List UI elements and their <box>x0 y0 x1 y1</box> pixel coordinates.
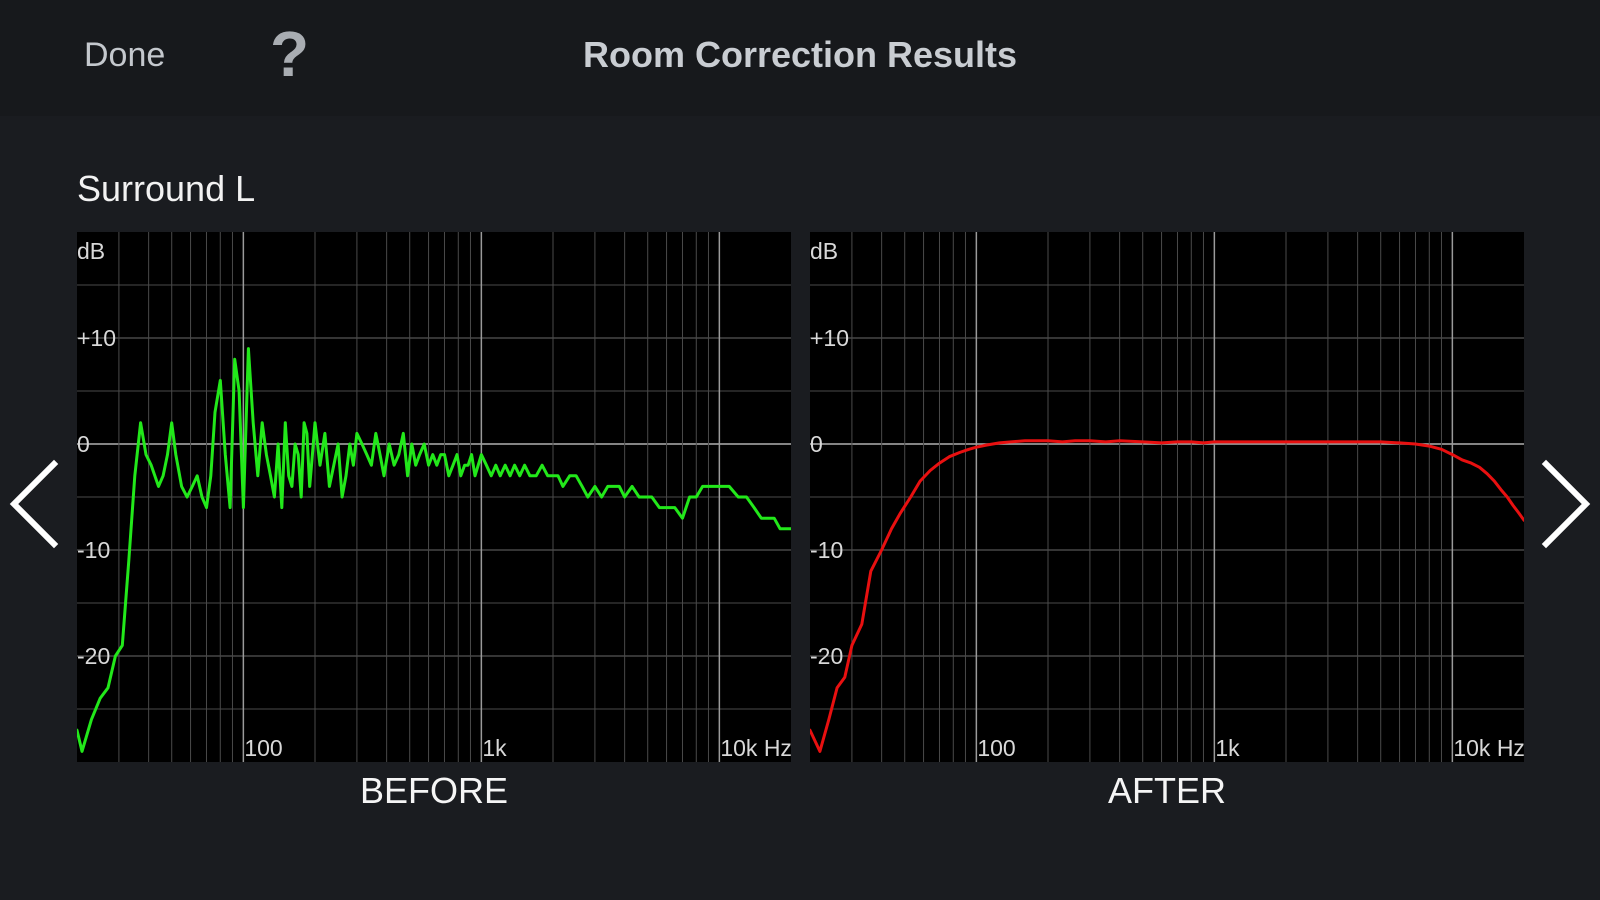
chevron-right-icon[interactable] <box>1536 456 1596 552</box>
x-tick-label: 1k <box>482 735 507 761</box>
response-curve <box>810 439 1524 753</box>
header-bar: Done ? Room Correction Results <box>0 0 1600 116</box>
y-tick-label: 0 <box>77 431 90 457</box>
y-tick-label: -20 <box>810 643 843 669</box>
y-tick-label: -10 <box>810 537 843 563</box>
after-chart-svg: dB +10 0 -10 -20 100 1k 10k Hz <box>810 232 1524 762</box>
x-tick-label: 1k <box>1215 735 1240 761</box>
y-tick-label: +10 <box>77 325 116 351</box>
after-chart: dB +10 0 -10 -20 100 1k 10k Hz <box>810 232 1524 762</box>
x-tick-label: 100 <box>244 735 282 761</box>
y-axis-label: dB <box>77 238 105 264</box>
y-axis-label: dB <box>810 238 838 264</box>
chevron-left-icon[interactable] <box>4 456 64 552</box>
channel-name: Surround L <box>77 168 256 209</box>
before-chart-svg: dB +10 0 -10 -20 100 1k 10k Hz <box>77 232 791 762</box>
y-tick-label: -10 <box>77 537 110 563</box>
y-tick-label: -20 <box>77 643 110 669</box>
page-title: Room Correction Results <box>582 34 1018 75</box>
before-chart: dB +10 0 -10 -20 100 1k 10k Hz <box>77 232 791 762</box>
x-tick-label: 10k Hz <box>720 735 791 761</box>
after-caption: AFTER <box>1107 770 1226 811</box>
x-tick-label: 10k Hz <box>1453 735 1524 761</box>
before-caption: BEFORE <box>359 770 509 811</box>
help-icon[interactable]: ? <box>270 18 310 90</box>
done-button[interactable]: Done <box>84 36 166 74</box>
y-tick-label: 0 <box>810 431 823 457</box>
response-curve <box>77 347 791 753</box>
x-tick-label: 100 <box>977 735 1015 761</box>
y-tick-label: +10 <box>810 325 849 351</box>
